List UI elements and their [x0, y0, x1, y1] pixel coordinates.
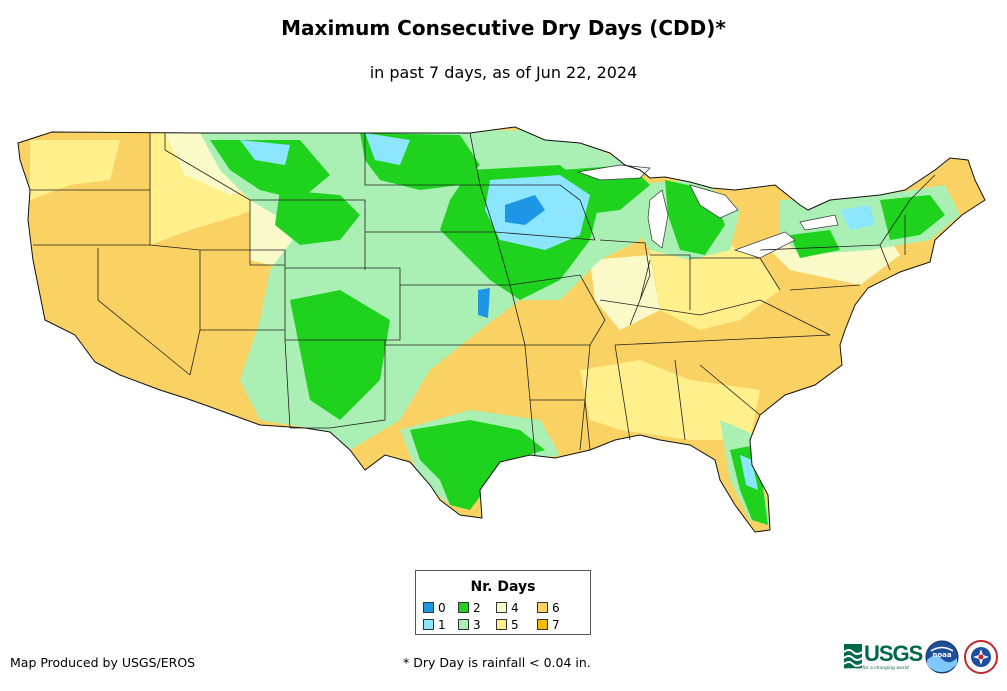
legend-item-7: 7 [537, 619, 560, 631]
legend-label: 7 [552, 618, 560, 632]
legend-swatch [537, 602, 548, 613]
legend-item-6: 6 [537, 602, 560, 614]
map-subtitle: in past 7 days, as of Jun 22, 2024 [369, 63, 638, 82]
legend-label: 1 [438, 618, 446, 632]
legend-label: 0 [438, 601, 446, 615]
nws-logo-icon [964, 640, 998, 674]
legend-item-1: 1 [423, 619, 446, 631]
legend-item-4: 4 [496, 602, 519, 614]
legend-swatch [423, 619, 434, 630]
legend-swatch [496, 602, 507, 613]
legend-label: 5 [511, 618, 519, 632]
legend-label: 3 [473, 618, 481, 632]
footnote-text: * Dry Day is rainfall < 0.04 in. [403, 655, 591, 670]
noaa-logo-icon: noaa [925, 640, 959, 674]
noaa-text: noaa [932, 651, 952, 659]
legend-label: 4 [511, 601, 519, 615]
legend-item-2: 2 [458, 602, 481, 614]
legend-swatch [537, 619, 548, 630]
credit-text: Map Produced by USGS/EROS [10, 655, 196, 670]
usgs-tagline: science for a changing world [844, 666, 909, 671]
legend-swatch [458, 619, 469, 630]
legend-item-5: 5 [496, 619, 519, 631]
legend-swatch [423, 602, 434, 613]
logos: USGS science for a changing world noaa [842, 640, 1002, 676]
legend-item-0: 0 [423, 602, 446, 614]
cdd-raster [18, 127, 985, 532]
usgs-wave-icon [844, 644, 862, 668]
legend-item-3: 3 [458, 619, 481, 631]
legend-swatch [496, 619, 507, 630]
usgs-logo: USGS [864, 641, 923, 666]
legend-title: Nr. Days [470, 579, 536, 595]
legend-label: 2 [473, 601, 481, 615]
legend-label: 6 [552, 601, 560, 615]
legend-swatch [458, 602, 469, 613]
legend: Nr. Days 0 1 2 3 4 5 6 7 [415, 570, 591, 635]
state-boundaries [17, 126, 986, 533]
great-lakes [576, 164, 839, 259]
map-title: Maximum Consecutive Dry Days (CDD)* [281, 16, 726, 40]
